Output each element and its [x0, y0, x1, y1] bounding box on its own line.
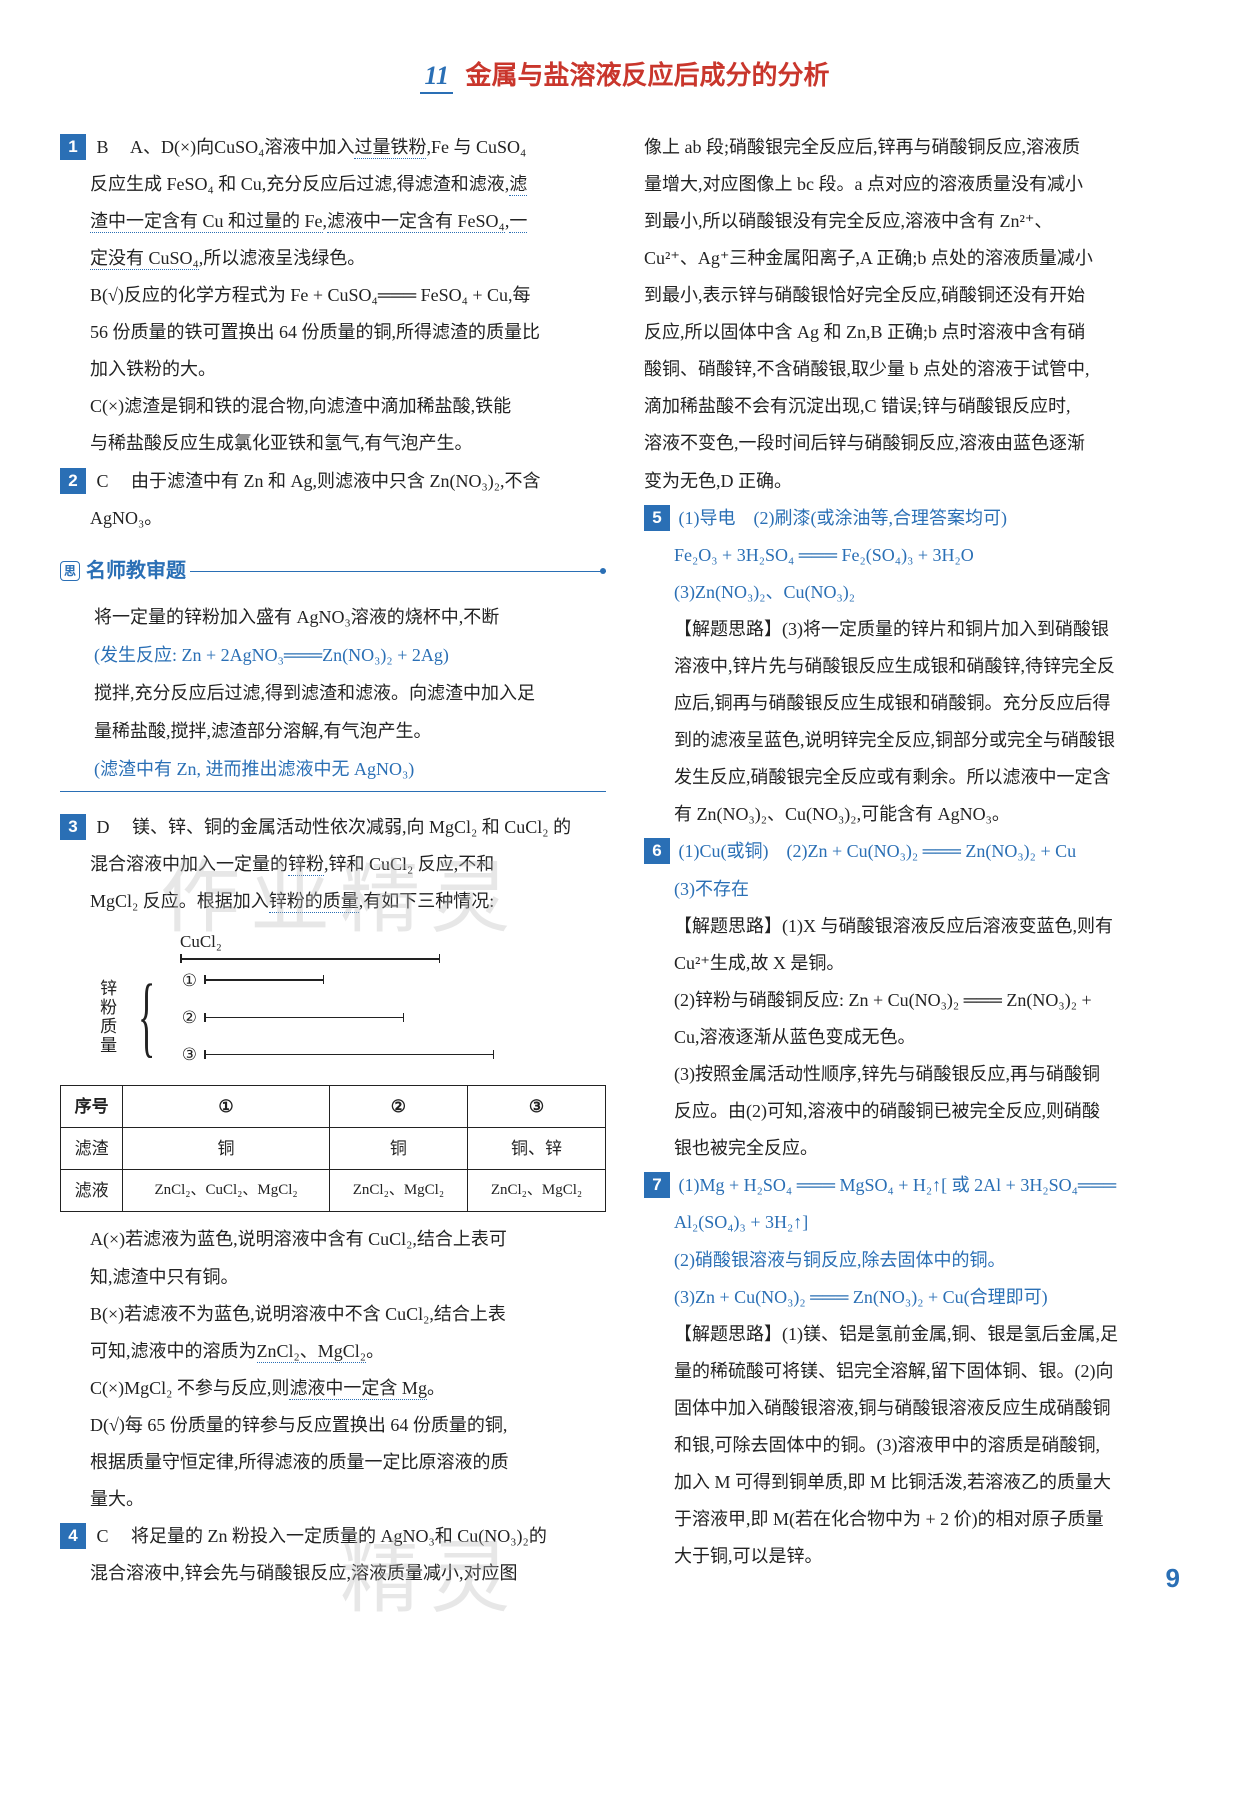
- q3-l3: MgCl₂ 反应。根据加入锌粉的质量,有如下三种情况:: [60, 884, 606, 919]
- q6-t5: (3)按照金属活动性顺序,锌先与硝酸银反应,再与硝酸铜: [644, 1057, 1190, 1092]
- title-number: 11: [420, 61, 453, 94]
- diagram-ylabel: 锌粉质量: [90, 979, 123, 1055]
- q7-t6: 于溶液甲,即 M(若在化合物中为 + 2 价)的相对原子质量: [644, 1502, 1190, 1537]
- q6-a2: (3)不存在: [644, 872, 1190, 907]
- q5-t4: 到的滤液呈蓝色,说明锌完全反应,铜部分或完全与硝酸银: [644, 723, 1190, 758]
- q7-a2: (2)硝酸银溶液与铜反应,除去固体中的铜。: [644, 1243, 1190, 1278]
- c4-l2: 量增大,对应图像上 bc 段。a 点对应的溶液质量没有减小: [644, 167, 1190, 202]
- q7-t3: 固体中加入硝酸银溶液,铜与硝酸银溶液反应生成硝酸铜: [644, 1391, 1190, 1426]
- c4-l10: 变为无色,D 正确。: [644, 464, 1190, 499]
- q3-b1: B(×)若滤液不为蓝色,说明溶液中不含 CuCl₂,结合上表: [60, 1297, 606, 1332]
- q3-d1: D(√)每 65 份质量的锌参与反应置换出 64 份质量的铜,: [60, 1408, 606, 1443]
- q1-c2: 与稀盐酸反应生成氯化亚铁和氢气,有气泡产生。: [60, 426, 606, 461]
- q7-a1: 7 (1)Mg + H₂SO₄ ═══ MgSO₄ + H₂↑[ 或 2Al +…: [644, 1168, 1190, 1203]
- q3-b2: 可知,滤液中的溶质为ZnCl₂、MgCl₂。: [60, 1334, 606, 1369]
- q3-d2: 根据质量守恒定律,所得滤液的质量一定比原溶液的质: [60, 1445, 606, 1480]
- q3-line1: 3 D 镁、锌、铜的金属活动性依次减弱,向 MgCl₂ 和 CuCl₂ 的: [60, 810, 606, 845]
- q7-t2: 量的稀硫酸可将镁、铝完全溶解,留下固体铜、银。(2)向: [644, 1354, 1190, 1389]
- c4-l6: 反应,所以固体中含 Ag 和 Zn,B 正确;b 点时溶液中含有硝: [644, 315, 1190, 350]
- q6-t4: Cu,溶液逐渐从蓝色变成无色。: [644, 1020, 1190, 1055]
- q7-a3: (3)Zn + Cu(NO₃)₂ ═══ Zn(NO₃)₂ + Cu(合理即可): [644, 1280, 1190, 1315]
- teacher-head: 思 名师教审题: [60, 552, 606, 593]
- diagram-bracket: {: [138, 972, 155, 1062]
- q5-a2: Fe₂O₃ + 3H₂SO₄ ═══ Fe₂(SO₄)₃ + 3H₂O: [644, 538, 1190, 573]
- q6-t7: 银也被完全反应。: [644, 1131, 1190, 1166]
- c4-l5: 到最小,表示锌与硝酸银恰好完全反应,硝酸铜还没有开始: [644, 278, 1190, 313]
- left-column: 1 B A、D(×)向CuSO₄溶液中加入过量铁粉,Fe 与 CuSO₄ 反应生…: [60, 130, 606, 1594]
- q4-l2: 混合溶液中,锌会先与硝酸银反应,溶液质量减小,对应图: [60, 1556, 606, 1591]
- q6-a1: 6 (1)Cu(或铜) (2)Zn + Cu(NO₃)₂ ═══ Zn(NO₃)…: [644, 834, 1190, 869]
- c4-l3: 到最小,所以硝酸银没有完全反应,溶液中含有 Zn²⁺、: [644, 204, 1190, 239]
- q5-a1: 5 (1)导电 (2)刷漆(或涂油等,合理答案均可): [644, 501, 1190, 536]
- q3-num: 3: [60, 814, 86, 840]
- q6-t6: 反应。由(2)可知,溶液中的硝酸铜已被完全反应,则硝酸: [644, 1094, 1190, 1129]
- teacher-icon: 思: [60, 561, 80, 581]
- teacher-body: 将一定量的锌粉加入盛有 AgNO₃溶液的烧杯中,不断 (发生反应: Zn + 2…: [60, 593, 606, 792]
- table-row: 滤液 ZnCl₂、CuCl₂、MgCl₂ ZnCl₂、MgCl₂ ZnCl₂、M…: [61, 1170, 606, 1212]
- q1-b2: 56 份质量的铁可置换出 64 份质量的铜,所得滤渣的质量比: [60, 315, 606, 350]
- q5-a3: (3)Zn(NO₃)₂、Cu(NO₃)₂: [644, 575, 1190, 610]
- q1-line1: 1 B A、D(×)向CuSO₄溶液中加入过量铁粉,Fe 与 CuSO₄: [60, 130, 606, 165]
- q5-t5: 发生反应,硝酸银完全反应或有剩余。所以滤液中一定含: [644, 760, 1190, 795]
- c4-l4: Cu²⁺、Ag⁺三种金属阳离子,A 正确;b 点处的溶液质量减小: [644, 241, 1190, 276]
- diagram-toplabel: CuCl₂: [180, 925, 606, 958]
- q3-c1: C(×)MgCl₂ 不参与反应,则滤液中一定含 Mg。: [60, 1371, 606, 1406]
- q4-ans: C: [97, 1526, 109, 1546]
- q3-l2: 混合溶液中加入一定量的锌粉,锌和 CuCl₂ 反应,不和: [60, 847, 606, 882]
- q5-t3: 应后,铜再与硝酸银反应生成银和硝酸铜。充分反应后得: [644, 686, 1190, 721]
- q3-a1: A(×)若滤液为蓝色,说明溶液中含有 CuCl₂,结合上表可: [60, 1222, 606, 1257]
- q1-line3: 渣中一定含有 Cu 和过量的 Fe,滤液中一定含有 FeSO₄,一: [60, 204, 606, 239]
- q7-t5: 加入 M 可得到铜单质,即 M 比铜活泼,若溶液乙的质量大: [644, 1465, 1190, 1500]
- right-column: 像上 ab 段;硝酸银完全反应后,锌再与硝酸铜反应,溶液质 量增大,对应图像上 …: [644, 130, 1190, 1594]
- q7-t1: 【解题思路】(1)镁、铝是氢前金属,铜、银是氢后金属,足: [644, 1317, 1190, 1352]
- q3-diagram: CuCl₂ 锌粉质量 { ① ② ③: [90, 925, 606, 1075]
- q3-a2: 知,滤渣中只有铜。: [60, 1260, 606, 1295]
- q5-t1: 【解题思路】(3)将一定质量的锌片和铜片加入到硝酸银: [644, 612, 1190, 647]
- q5-t2: 溶液中,锌片先与硝酸银反应生成银和硝酸锌,待锌完全反: [644, 649, 1190, 684]
- q3-ans: D: [97, 817, 110, 837]
- table-header-row: 序号 ① ② ③: [61, 1086, 606, 1128]
- content-columns: 1 B A、D(×)向CuSO₄溶液中加入过量铁粉,Fe 与 CuSO₄ 反应生…: [60, 130, 1190, 1594]
- q1-line4: 定没有 CuSO₄,所以滤液呈浅绿色。: [60, 241, 606, 276]
- q7-t4: 和银,可除去固体中的铜。(3)溶液甲中的溶质是硝酸铜,: [644, 1428, 1190, 1463]
- q1-line2: 反应生成 FeSO₄ 和 Cu,充分反应后过滤,得滤渣和滤液,滤: [60, 167, 606, 202]
- q6-t3: (2)锌粉与硝酸铜反应: Zn + Cu(NO₃)₂ ═══ Zn(NO₃)₂ …: [644, 983, 1190, 1018]
- page-number: 9: [1166, 1553, 1180, 1604]
- chapter-title: 11 金属与盐溶液反应后成分的分析: [60, 50, 1190, 102]
- table-row: 滤渣 铜 铜 铜、锌: [61, 1128, 606, 1170]
- q6-num: 6: [644, 838, 670, 864]
- c4-l7: 酸铜、硝酸锌,不含硝酸银,取少量 b 点处的溶液于试管中,: [644, 352, 1190, 387]
- c4-l1: 像上 ab 段;硝酸银完全反应后,锌再与硝酸铜反应,溶液质: [644, 130, 1190, 165]
- q4-line1: 4 C 将足量的 Zn 粉投入一定质量的 AgNO₃和 Cu(NO₃)₂的: [60, 1519, 606, 1554]
- q4-num: 4: [60, 1523, 86, 1549]
- q3-table: 序号 ① ② ③ 滤渣 铜 铜 铜、锌 滤液 ZnCl₂、CuCl₂、MgCl₂…: [60, 1085, 606, 1212]
- teacher-head-line: [190, 571, 606, 572]
- c4-l8: 滴加稀盐酸不会有沉淀出现,C 错误;锌与硝酸银反应时,: [644, 389, 1190, 424]
- q1-c1: C(×)滤渣是铜和铁的混合物,向滤渣中滴加稀盐酸,铁能: [60, 389, 606, 424]
- q7-a1b: Al₂(SO₄)₃ + 3H₂↑]: [644, 1205, 1190, 1240]
- q7-t7: 大于铜,可以是锌。: [644, 1539, 1190, 1574]
- q5-num: 5: [644, 505, 670, 531]
- q1-ans: B: [97, 137, 109, 157]
- diagram-bars: ① ② ③: [174, 960, 606, 1075]
- q1-b1: B(√)反应的化学方程式为 Fe + CuSO₄═══ FeSO₄ + Cu,每: [60, 278, 606, 313]
- q5-t6: 有 Zn(NO₃)₂、Cu(NO₃)₂,可能含有 AgNO₃。: [644, 797, 1190, 832]
- q7-num: 7: [644, 1172, 670, 1198]
- q2-num: 2: [60, 468, 86, 494]
- q1-num: 1: [60, 134, 86, 160]
- q2-line1: 2 C 由于滤渣中有 Zn 和 Ag,则滤液中只含 Zn(NO₃)₂,不含: [60, 464, 606, 499]
- q3-d3: 量大。: [60, 1482, 606, 1517]
- q6-t1: 【解题思路】(1)X 与硝酸银溶液反应后溶液变蓝色,则有: [644, 909, 1190, 944]
- q2-l2: AgNO₃。: [60, 501, 606, 536]
- q2-ans: C: [97, 471, 109, 491]
- teacher-tip-box: 思 名师教审题 将一定量的锌粉加入盛有 AgNO₃溶液的烧杯中,不断 (发生反应…: [60, 552, 606, 792]
- title-text: 金属与盐溶液反应后成分的分析: [466, 60, 830, 90]
- q1-b3: 加入铁粉的大。: [60, 352, 606, 387]
- c4-l9: 溶液不变色,一段时间后锌与硝酸铜反应,溶液由蓝色逐渐: [644, 426, 1190, 461]
- q6-t2: Cu²⁺生成,故 X 是铜。: [644, 946, 1190, 981]
